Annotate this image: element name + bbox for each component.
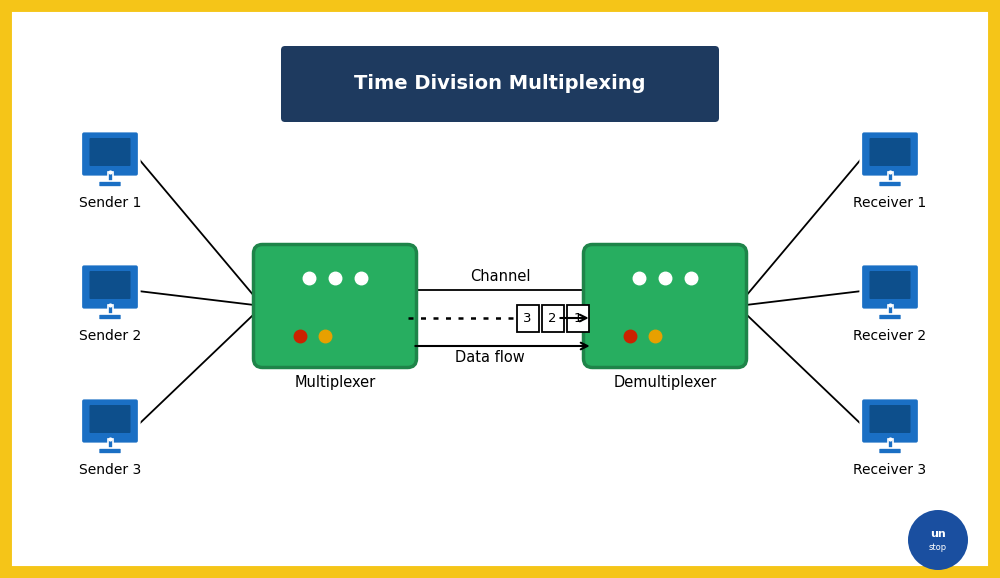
Text: 1: 1 bbox=[573, 312, 582, 324]
FancyBboxPatch shape bbox=[870, 271, 910, 299]
FancyBboxPatch shape bbox=[861, 131, 919, 177]
FancyBboxPatch shape bbox=[90, 405, 131, 433]
FancyBboxPatch shape bbox=[81, 264, 139, 310]
Text: Data flow: Data flow bbox=[455, 350, 525, 365]
Text: 3: 3 bbox=[523, 312, 532, 324]
FancyBboxPatch shape bbox=[861, 264, 919, 310]
FancyBboxPatch shape bbox=[870, 138, 910, 166]
Text: Sender 1: Sender 1 bbox=[79, 196, 141, 210]
Bar bbox=[888, 172, 893, 182]
FancyBboxPatch shape bbox=[81, 398, 139, 444]
Bar bbox=[108, 305, 113, 315]
FancyBboxPatch shape bbox=[879, 181, 902, 187]
FancyBboxPatch shape bbox=[90, 271, 131, 299]
Bar bbox=[517, 305, 539, 332]
Bar bbox=[888, 439, 893, 449]
Text: Sender 3: Sender 3 bbox=[79, 463, 141, 477]
Text: Sender 2: Sender 2 bbox=[79, 329, 141, 343]
FancyBboxPatch shape bbox=[879, 314, 902, 320]
FancyBboxPatch shape bbox=[99, 181, 122, 187]
Bar bbox=[567, 305, 589, 332]
FancyBboxPatch shape bbox=[861, 398, 919, 444]
Text: Receiver 2: Receiver 2 bbox=[853, 329, 927, 343]
Text: un: un bbox=[930, 529, 946, 539]
Bar bbox=[542, 305, 564, 332]
Text: 2: 2 bbox=[548, 312, 557, 324]
Text: Receiver 3: Receiver 3 bbox=[853, 463, 927, 477]
Text: Time Division Multiplexing: Time Division Multiplexing bbox=[354, 74, 646, 93]
FancyBboxPatch shape bbox=[879, 448, 902, 454]
FancyBboxPatch shape bbox=[90, 138, 131, 166]
Text: Multiplexer: Multiplexer bbox=[294, 375, 376, 390]
Text: Channel: Channel bbox=[470, 269, 530, 284]
FancyBboxPatch shape bbox=[99, 448, 122, 454]
FancyBboxPatch shape bbox=[281, 46, 719, 122]
Text: Demultiplexer: Demultiplexer bbox=[613, 375, 717, 390]
Bar bbox=[888, 305, 893, 315]
FancyBboxPatch shape bbox=[81, 131, 139, 177]
FancyBboxPatch shape bbox=[254, 244, 417, 368]
Bar bbox=[108, 439, 113, 449]
Bar bbox=[108, 172, 113, 182]
Text: stop: stop bbox=[929, 543, 947, 553]
FancyBboxPatch shape bbox=[99, 314, 122, 320]
Text: Receiver 1: Receiver 1 bbox=[853, 196, 927, 210]
FancyBboxPatch shape bbox=[584, 244, 747, 368]
Circle shape bbox=[908, 510, 968, 570]
FancyBboxPatch shape bbox=[870, 405, 910, 433]
